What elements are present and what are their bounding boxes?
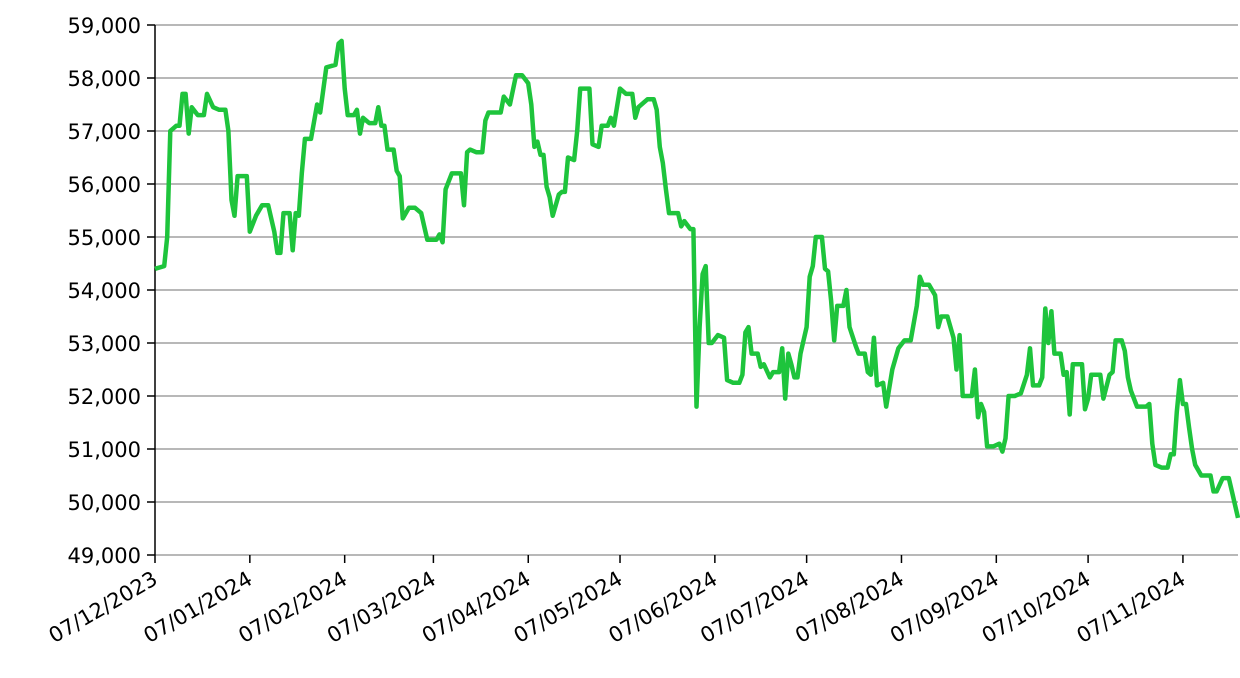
y-tick-label: 51,000 xyxy=(68,438,141,462)
y-tick-label: 53,000 xyxy=(68,332,141,356)
y-tick-label: 49,000 xyxy=(68,544,141,568)
y-tick-label: 57,000 xyxy=(68,120,141,144)
y-tick-label: 50,000 xyxy=(68,491,141,515)
line-series xyxy=(154,38,1240,519)
y-tick-label: 58,000 xyxy=(68,67,141,91)
y-tick-label: 54,000 xyxy=(68,279,141,303)
x-tick-label: 07/11/2024 xyxy=(1073,567,1190,648)
y-tick-label: 56,000 xyxy=(68,173,141,197)
y-tick-label: 55,000 xyxy=(68,226,141,250)
y-tick-label: 52,000 xyxy=(68,385,141,409)
y-tick-label: 59,000 xyxy=(68,14,141,38)
